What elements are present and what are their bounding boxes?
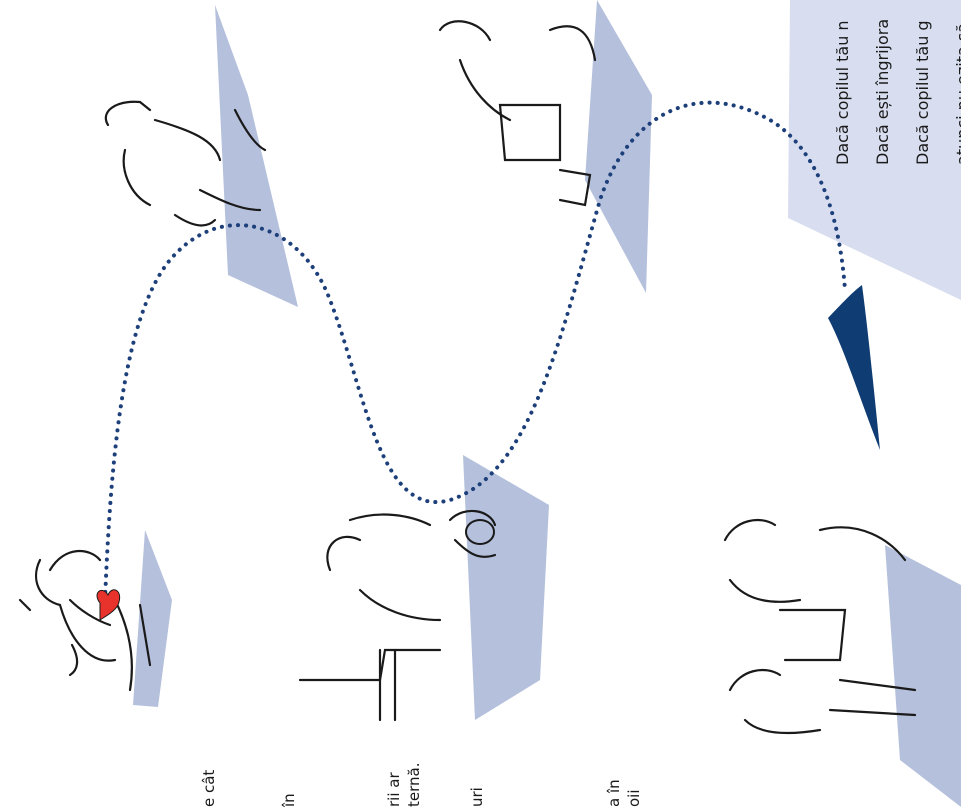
text-fragment-6: a în — [605, 779, 623, 807]
character-cow-figure — [298, 509, 497, 722]
text-fragment-5: uri — [468, 787, 486, 807]
arrow-head — [828, 285, 880, 450]
heart-icon — [96, 589, 121, 621]
callout-line-3: Dacă copilul tău g — [913, 20, 932, 165]
text-fragment-3: rii ar — [385, 772, 403, 807]
text-fragment-1: e cât — [200, 769, 218, 807]
characters-pair-figure — [723, 518, 917, 735]
text-fragment-2: în — [280, 793, 298, 807]
floor-panel-3 — [463, 455, 549, 720]
floor-panel-5 — [885, 545, 961, 807]
character-bottle-figure — [104, 100, 267, 227]
character-tablet-figure — [438, 20, 597, 207]
callout-box — [788, 0, 961, 300]
text-fragment-4: ternă. — [405, 762, 423, 807]
cow-head — [465, 519, 495, 545]
callout-line-1: Dacă copilul tău n — [833, 20, 852, 165]
character-heart-figure — [18, 549, 152, 692]
floor-panel-2 — [215, 5, 298, 307]
floor-panel-4 — [585, 0, 652, 293]
dotted-path — [103, 100, 847, 602]
callout-line-4: atunci nu ezita să — [953, 22, 961, 165]
callout-line-2: Dacă ești îngrijora — [873, 18, 892, 165]
text-fragment-7: oii — [625, 789, 643, 807]
floor-panel-1 — [133, 530, 172, 707]
